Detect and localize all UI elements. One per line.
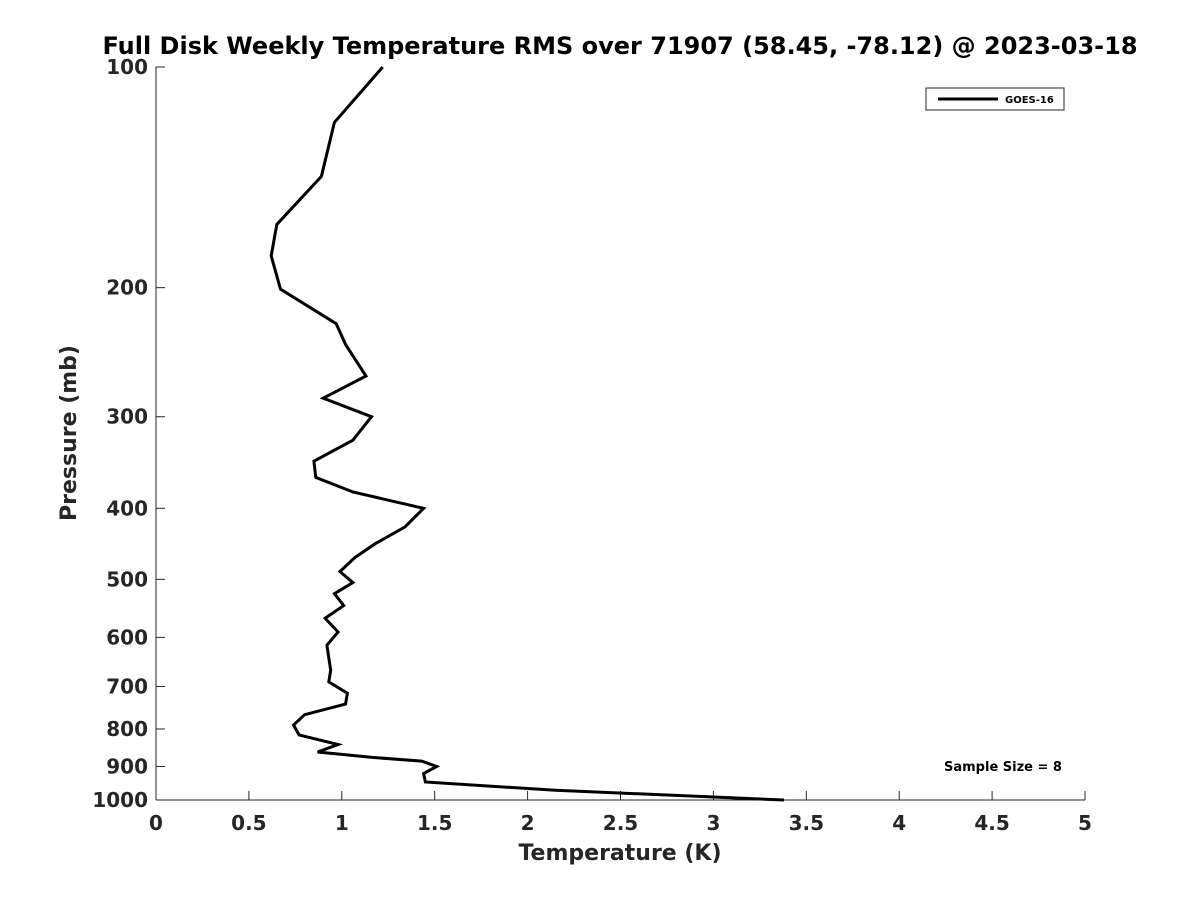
x-axis-ticks: 0 0.5 1 1.5 2 2.5 3 3.5 4 4.5 5 [149, 791, 1092, 835]
sample-size-annotation: Sample Size = 8 [944, 760, 1062, 775]
legend-entry-label: GOES-16 [1005, 95, 1054, 106]
y-axis-label: Pressure (mb) [57, 345, 82, 521]
x-tick-label: 3.5 [789, 811, 824, 835]
x-tick-label: 3 [706, 811, 720, 835]
y-tick-label: 600 [106, 625, 148, 649]
x-tick-label: 2.5 [603, 811, 638, 835]
x-tick-label: 1 [335, 811, 349, 835]
y-tick-label: 500 [106, 567, 148, 591]
y-tick-label: 1000 [92, 788, 148, 812]
y-axis-ticks: 100 200 300 400 500 600 700 800 900 1000 [92, 55, 165, 812]
y-tick-label: 700 [106, 674, 148, 698]
x-axis-label: Temperature (K) [518, 841, 721, 866]
x-tick-label: 0 [149, 811, 163, 835]
y-tick-label: 800 [106, 717, 148, 741]
x-tick-label: 5 [1078, 811, 1092, 835]
y-tick-label: 900 [106, 754, 148, 778]
x-tick-label: 4.5 [974, 811, 1009, 835]
legend: GOES-16 [925, 87, 1065, 111]
y-tick-label: 400 [106, 496, 148, 520]
chart-title: Full Disk Weekly Temperature RMS over 71… [102, 32, 1137, 60]
x-tick-label: 0.5 [231, 811, 266, 835]
x-tick-label: 4 [892, 811, 906, 835]
series-layer [269, 66, 785, 802]
x-tick-label: 1.5 [417, 811, 452, 835]
plot-area [156, 67, 1085, 800]
y-tick-label: 100 [106, 55, 148, 79]
y-tick-label: 200 [106, 276, 148, 300]
y-tick-label: 300 [106, 405, 148, 429]
x-tick-label: 2 [521, 811, 535, 835]
series-line-goes-16 [269, 66, 785, 802]
